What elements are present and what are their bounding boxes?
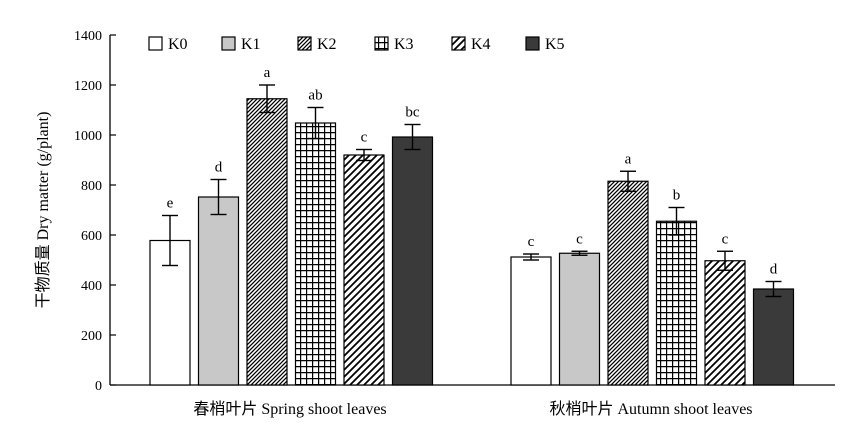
significance-label: d (770, 262, 778, 278)
y-tick-label: 400 (81, 279, 102, 294)
bar-k2 (246, 98, 288, 386)
legend-swatch-k3 (374, 36, 389, 51)
significance-label: c (576, 231, 583, 247)
bar-k5 (391, 136, 434, 386)
significance-label: c (722, 231, 729, 247)
significance-label: c (361, 130, 368, 146)
legend-label-k2: K2 (317, 36, 337, 53)
legend-label-k5: K5 (545, 36, 565, 53)
legend-label-k1: K1 (241, 36, 261, 53)
y-tick-label: 1200 (74, 79, 102, 94)
legend-swatch-k2 (297, 36, 312, 51)
y-tick-label: 600 (81, 229, 102, 244)
y-tick-label: 1000 (74, 129, 102, 144)
legend-swatch-k4 (451, 36, 466, 51)
bar-k3 (294, 122, 337, 386)
significance-label: e (167, 196, 174, 212)
significance-label: bc (405, 105, 420, 121)
significance-label: d (215, 160, 223, 176)
category-label-spring: 春梢叶片 Spring shoot leaves (193, 400, 386, 418)
bar-k2 (607, 180, 649, 386)
y-tick-label: 800 (81, 179, 102, 194)
bar-k0 (510, 256, 552, 386)
legend-swatch-k1 (221, 36, 236, 51)
significance-label: ab (308, 88, 322, 104)
category-label-autumn: 秋梢叶片 Autumn shoot leaves (549, 400, 752, 418)
legend-label-k0: K0 (168, 36, 188, 53)
significance-label: a (625, 151, 632, 167)
bar-k4 (343, 154, 385, 386)
y-axis-title: 干物质量 Dry matter (g/plant) (34, 112, 52, 309)
bar-k5 (752, 288, 795, 386)
bar-k3 (655, 220, 698, 386)
significance-label: c (528, 234, 535, 250)
y-tick-label: 1400 (74, 29, 102, 44)
y-axis-ticks: 0 200 400 600 800 1000 1200 1400 (74, 29, 116, 394)
bar-k1 (197, 196, 240, 386)
bar-k1 (558, 252, 601, 386)
legend: K0 K1 K2 K3 K4 K5 (148, 36, 565, 53)
y-tick-label: 200 (81, 329, 102, 344)
bar-k4 (704, 260, 746, 386)
legend-label-k4: K4 (471, 36, 491, 53)
legend-label-k3: K3 (394, 36, 414, 53)
significance-label: a (264, 65, 271, 81)
significance-label: b (673, 188, 681, 204)
legend-swatch-k5 (525, 36, 540, 51)
legend-swatch-k0 (148, 36, 163, 51)
y-tick-label: 0 (95, 379, 102, 394)
